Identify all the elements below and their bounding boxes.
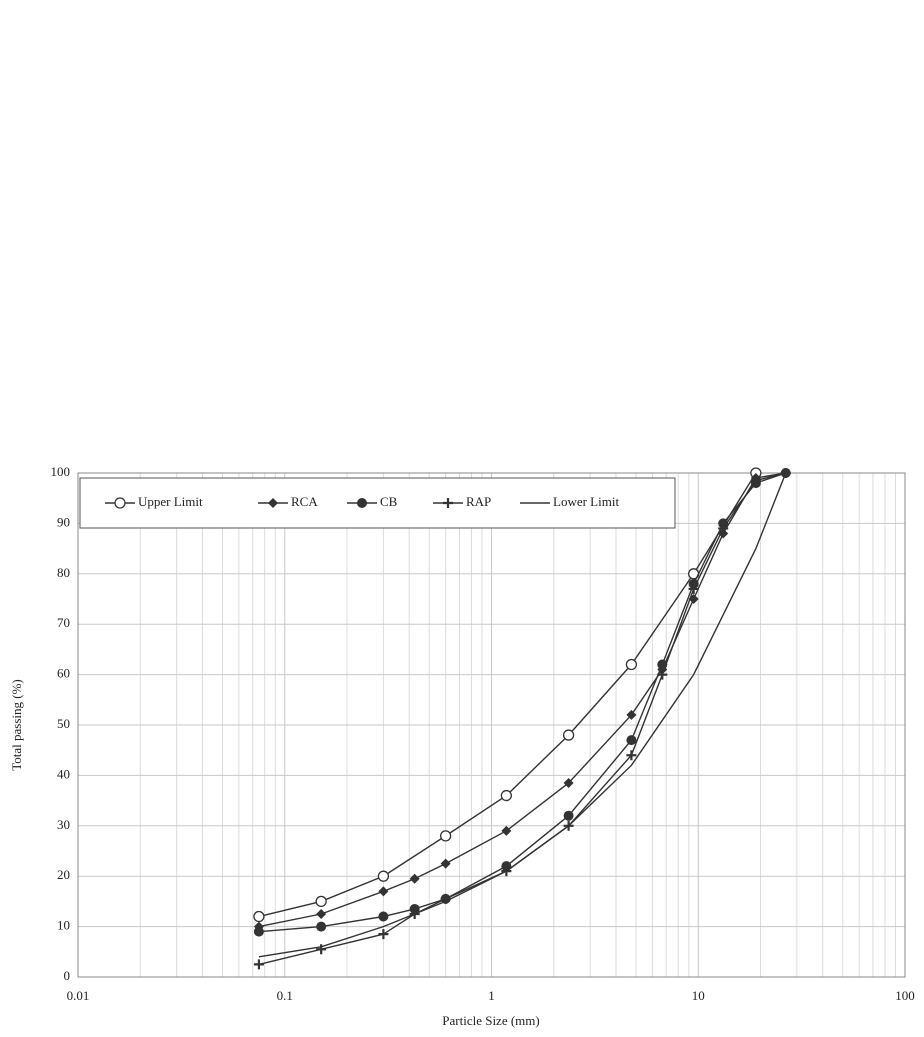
legend-label: RAP xyxy=(466,494,491,509)
marker xyxy=(625,658,638,671)
marker xyxy=(253,910,265,923)
marker xyxy=(409,873,420,884)
line xyxy=(258,472,757,918)
legend-label: Lower Limit xyxy=(553,494,619,509)
marker xyxy=(688,578,699,589)
y-tick-label: 50 xyxy=(57,716,70,731)
marker xyxy=(657,669,668,680)
y-tick-label: 0 xyxy=(64,968,71,983)
line xyxy=(258,472,786,933)
marker xyxy=(315,895,327,908)
y-tick-label: 10 xyxy=(57,918,70,933)
marker xyxy=(378,911,389,922)
marker xyxy=(440,858,451,869)
x-tick-label: 0.01 xyxy=(67,988,90,1003)
marker xyxy=(114,497,126,509)
line xyxy=(258,472,787,958)
x-tick-label: 1 xyxy=(488,988,495,1003)
x-tick-label: 10 xyxy=(692,988,705,1003)
marker xyxy=(357,498,367,508)
marker xyxy=(500,789,513,802)
marker xyxy=(718,523,729,534)
marker xyxy=(688,583,699,594)
marker xyxy=(316,921,327,932)
marker xyxy=(378,886,389,897)
legend-label: RCA xyxy=(291,494,318,509)
marker xyxy=(440,893,451,904)
marker xyxy=(253,959,264,970)
y-tick-label: 20 xyxy=(57,867,70,882)
line xyxy=(258,472,786,928)
y-tick-label: 80 xyxy=(57,565,70,580)
marker xyxy=(253,926,264,937)
line xyxy=(258,472,786,966)
marker xyxy=(378,929,389,940)
marker xyxy=(718,528,729,539)
marker xyxy=(501,825,512,836)
marker xyxy=(439,830,452,842)
marker xyxy=(563,810,574,821)
marker xyxy=(626,735,637,746)
x-axis-label: Particle Size (mm) xyxy=(442,1013,539,1028)
marker xyxy=(563,777,574,788)
marker xyxy=(626,709,637,720)
marker xyxy=(377,870,390,882)
legend-label: CB xyxy=(380,494,398,509)
y-tick-label: 100 xyxy=(51,464,71,479)
legend-box xyxy=(79,477,676,529)
marker xyxy=(750,475,761,486)
y-tick-label: 40 xyxy=(57,766,70,781)
y-tick-label: 90 xyxy=(57,514,70,529)
marker xyxy=(443,498,453,508)
y-tick-label: 70 xyxy=(57,615,70,630)
y-axis-label: Total passing (%) xyxy=(9,679,24,771)
y-tick-label: 30 xyxy=(57,817,70,832)
marker xyxy=(268,498,278,508)
marker xyxy=(409,903,420,914)
x-tick-label: 100 xyxy=(895,988,915,1003)
legend-label: Upper Limit xyxy=(138,494,203,509)
marker xyxy=(316,944,327,955)
marker xyxy=(562,729,575,741)
marker xyxy=(316,909,327,919)
plot-border xyxy=(77,472,906,978)
x-tick-label: 0.1 xyxy=(277,988,293,1003)
marker xyxy=(626,750,637,761)
y-tick-label: 60 xyxy=(57,666,70,681)
